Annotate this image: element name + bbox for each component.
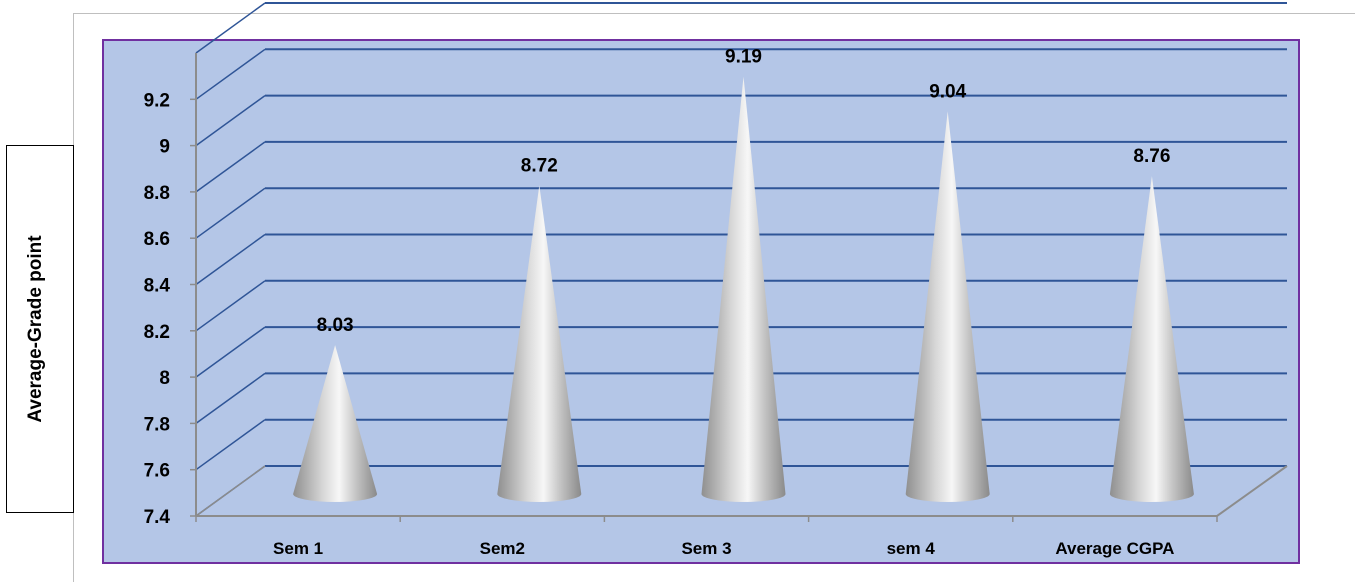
gridline-side xyxy=(195,372,266,425)
gridline-side xyxy=(195,233,266,286)
x-category-label: Sem2 xyxy=(480,539,525,558)
data-label: 8.03 xyxy=(317,315,354,336)
cone-bar xyxy=(905,111,990,502)
x-category-label: sem 4 xyxy=(887,539,936,558)
gridline-side xyxy=(195,141,266,193)
cone-bar xyxy=(701,76,786,503)
x-category-label: Sem 3 xyxy=(681,539,731,558)
data-label: 9.19 xyxy=(725,47,762,68)
floor-side-edge xyxy=(195,465,266,517)
gridline-side xyxy=(195,94,266,147)
y-tick-label: 8.6 xyxy=(144,229,170,250)
gridline-side xyxy=(195,2,266,54)
y-tick-label: 9 xyxy=(159,137,170,158)
cone-bar xyxy=(1109,176,1194,502)
cone-bar xyxy=(293,345,378,502)
y-tick-label: 8.8 xyxy=(144,183,170,204)
gridline-side xyxy=(195,187,266,239)
gridline-side xyxy=(195,326,266,378)
y-tick-label: 7.8 xyxy=(144,414,170,435)
gridline-side xyxy=(195,48,266,100)
y-tick-label: 8.4 xyxy=(144,276,171,297)
x-category-label: Average CGPA xyxy=(1055,539,1174,558)
y-axis-title-box xyxy=(6,145,74,513)
gridline-side xyxy=(195,419,266,471)
data-label: 8.72 xyxy=(521,155,558,176)
y-tick-label: 8.2 xyxy=(144,322,170,343)
cone-bar xyxy=(497,185,582,503)
data-label: 8.76 xyxy=(1133,146,1170,167)
y-tick-label: 8 xyxy=(159,368,170,389)
data-label: 9.04 xyxy=(929,81,966,102)
x-category-label: Sem 1 xyxy=(273,539,323,558)
y-tick-label: 7.6 xyxy=(144,461,170,482)
y-tick-label: 7.4 xyxy=(144,507,171,528)
gridline-side xyxy=(195,280,266,332)
y-tick-label: 9.2 xyxy=(144,90,170,111)
